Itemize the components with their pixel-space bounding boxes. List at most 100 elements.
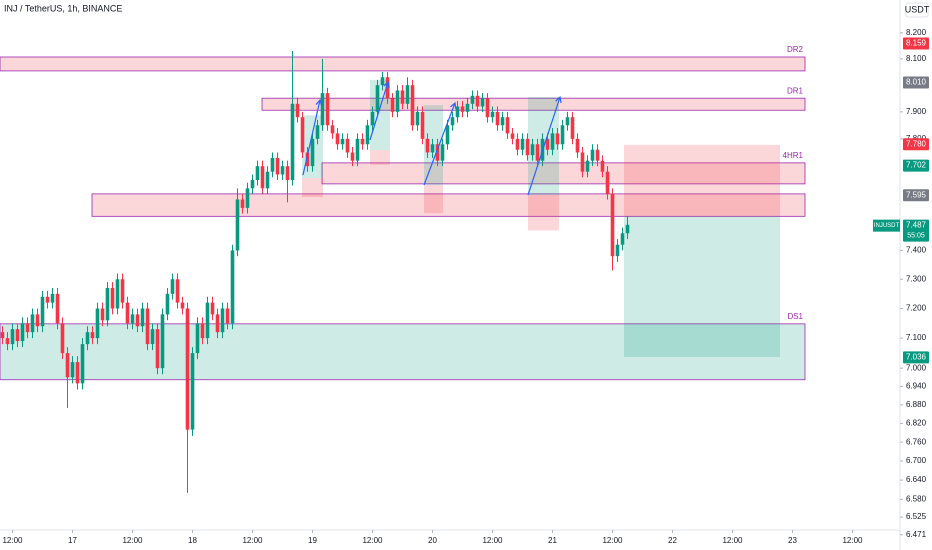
countdown: 55:05 [907,232,925,239]
candle-body [120,279,125,303]
currency-badge[interactable] [905,2,929,18]
y-tick-label: 6.525 [906,512,927,521]
candle-body [390,98,395,112]
candle-body [615,244,620,257]
x-tick-label: 12:00 [122,536,143,545]
candle-body [275,157,280,175]
x-tick-label: 12:00 [2,536,23,545]
candle-body [590,149,595,161]
x-tick-label: 12:00 [482,536,503,545]
candle-body [415,111,420,126]
candle-body [280,166,285,175]
y-tick-label: 6.880 [906,400,927,409]
arrow-line [527,96,561,196]
candle-body [505,117,510,134]
candle-body [355,138,360,161]
candle-body [240,199,245,208]
currency[interactable]: USDT [905,4,930,14]
candle-body [25,323,30,333]
candle-body [430,144,435,153]
candle-body [610,193,615,257]
candle-body [5,338,10,345]
candle-body [290,103,295,180]
y-tick-label: 6.580 [906,494,927,503]
candle-body [490,111,495,118]
candle-body [480,98,485,107]
candle-body [560,125,565,145]
candle-body [470,95,475,104]
candle-body [205,302,210,339]
candle-body [40,296,45,327]
x-tick-label: 18 [188,536,197,545]
candle-body [435,144,440,161]
position-box [424,184,443,214]
x-tick-label: 12:00 [242,536,263,545]
position-box [302,178,323,197]
price-tag-label: 7.487 [906,221,927,230]
candle-body [100,308,105,321]
candle-body [305,152,310,167]
candle-body [425,138,430,153]
price-tag [903,76,929,89]
price-tag [903,37,929,50]
candle-body [65,353,70,378]
candle-body [255,166,260,180]
candle-body [605,171,610,194]
arrow-head [450,101,457,110]
candle-body [95,308,100,339]
candle-body [75,362,80,384]
price-tag [903,189,929,202]
candle-body [410,85,415,126]
y-tick-label: 7.000 [906,363,927,372]
candle-body [485,98,490,118]
candle-body [145,308,150,345]
candle-body [115,279,120,309]
position-box [624,144,780,217]
x-tick-label: 12:00 [602,536,623,545]
candle-body [30,314,35,333]
candle-body [210,302,215,315]
candle-body [445,125,450,145]
candle-body [105,287,110,321]
zone [321,162,806,185]
y-tick-label: 7.200 [906,304,927,313]
candle-body [345,138,350,153]
candle-body [620,233,625,245]
candle-body [365,125,370,145]
candle-body [125,302,130,324]
candle-body [110,287,115,309]
zone-label: DS1 [787,312,803,321]
candle-body [80,344,85,384]
candle-body [195,323,200,354]
candle-body [455,106,460,118]
symbol-tag [873,219,900,232]
candle-body [320,93,325,126]
candle-body [10,329,15,345]
candle-body [600,160,605,172]
candle-body [180,302,185,309]
candle-body [570,117,575,139]
x-tick-label: 19 [308,536,317,545]
y-tick-label: 7.900 [906,107,927,116]
arrow-head [383,80,390,88]
candle-body [360,138,365,145]
candle-body [90,332,95,339]
candle-body [555,133,560,145]
position-box [370,79,390,151]
y-tick-label: 6.700 [906,456,927,465]
price-tag [903,159,929,172]
x-tick-label: 20 [428,536,437,545]
position-box [528,195,559,231]
x-tick-label: 23 [788,536,797,545]
candle-body [510,133,515,139]
y-tick-label: 8.100 [906,54,927,63]
candle-body [535,144,540,161]
symbol-label: INJUSDT [874,223,900,229]
candle-body [565,117,570,126]
candle-body [340,138,345,145]
candle-body [335,133,340,145]
y-tick-label: 6.760 [906,437,927,446]
candle-body [285,166,290,180]
candle-body [475,95,480,107]
price-tag-label: 7.702 [906,161,927,170]
